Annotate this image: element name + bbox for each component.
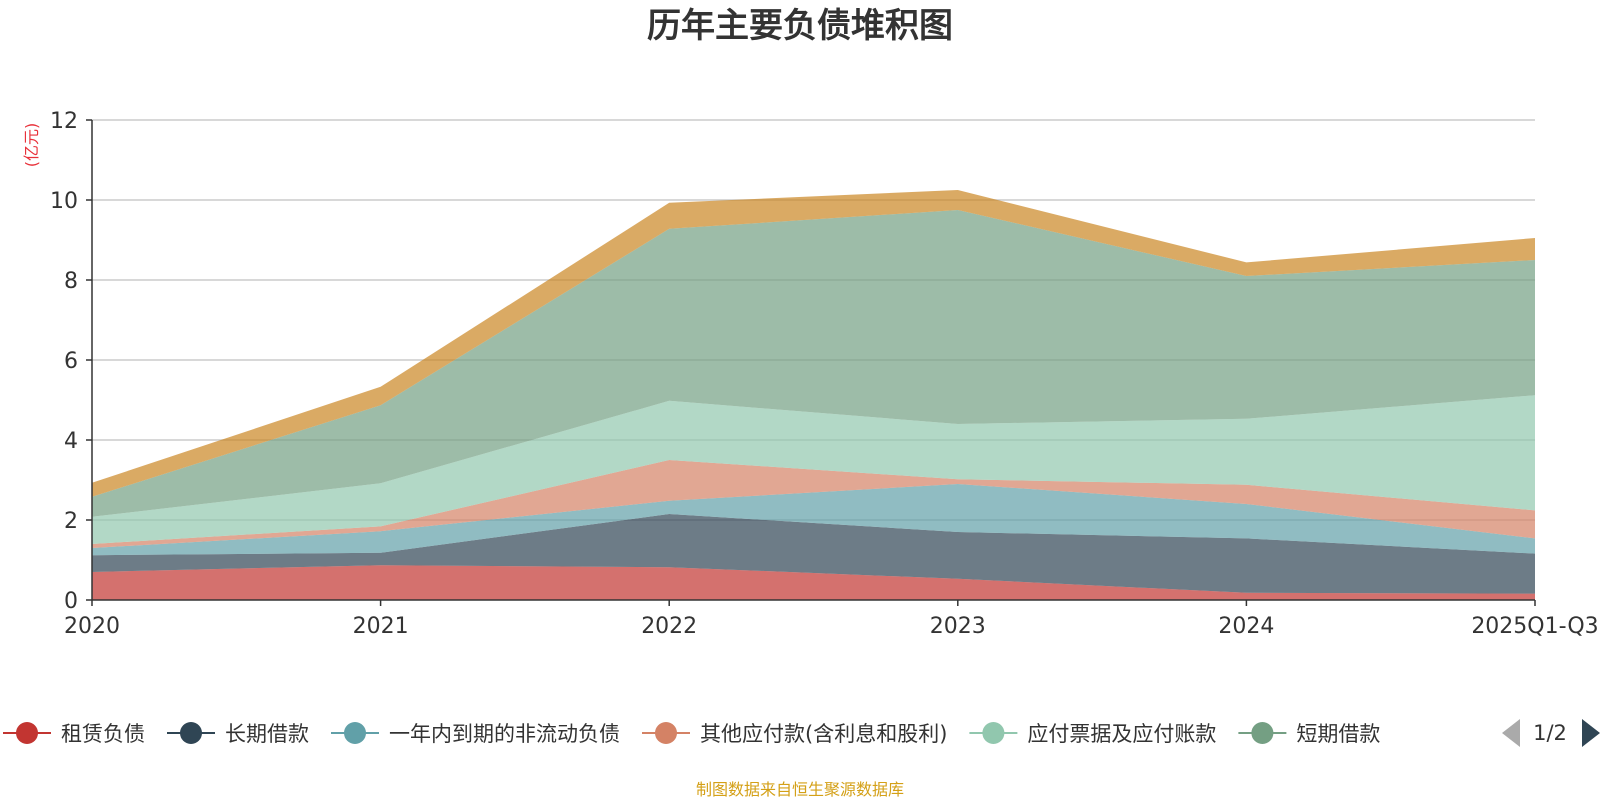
chart-title: 历年主要负债堆积图 — [647, 6, 953, 46]
x-tick-label: 2020 — [64, 614, 120, 639]
legend-item[interactable]: 一年内到期的非流动负债 — [331, 722, 620, 746]
legend-item[interactable]: 租赁负债 — [3, 722, 145, 746]
x-tick-label: 2023 — [930, 614, 986, 639]
legend-label: 短期借款 — [1296, 722, 1380, 746]
stacked-areas — [92, 190, 1535, 600]
x-tick-label: 2021 — [353, 614, 409, 639]
legend-marker-icon — [1251, 722, 1274, 744]
y-tick-label: 12 — [50, 109, 78, 134]
area-series — [92, 514, 1535, 594]
y-tick-label: 8 — [64, 269, 78, 294]
y-tick-label: 10 — [50, 189, 78, 214]
y-tick-label: 6 — [64, 349, 78, 374]
y-axis-unit: (亿元) — [22, 123, 41, 168]
legend-label: 应付票据及应付账款 — [1027, 722, 1216, 746]
legend-label: 租赁负债 — [61, 722, 145, 746]
area-series — [92, 460, 1535, 548]
legend-label: 其他应付款(含利息和股利) — [700, 722, 947, 746]
legend-page-indicator: 1/2 — [1533, 721, 1567, 745]
y-axis-ticks: 0 2 4 6 8 10 12 — [50, 109, 92, 614]
legend-item[interactable]: 长期借款 — [167, 722, 309, 746]
area-series — [92, 210, 1535, 517]
legend-next-icon[interactable] — [1582, 719, 1600, 747]
legend-pager[interactable]: 1/2 — [1502, 719, 1600, 747]
area-series — [92, 565, 1535, 600]
legend-item[interactable]: 其他应付款(含利息和股利) — [642, 722, 947, 746]
legend-marker-icon — [180, 722, 202, 744]
legend-marker-icon — [655, 722, 677, 744]
y-tick-label: 0 — [64, 589, 78, 614]
legend-marker-icon — [344, 722, 366, 744]
legend-label: 一年内到期的非流动负债 — [389, 722, 620, 746]
x-tick-label: 2022 — [641, 614, 697, 639]
data-source-note: 制图数据来自恒生聚源数据库 — [696, 780, 904, 799]
legend-item[interactable]: 短期借款 — [1238, 722, 1380, 746]
x-tick-label: 2025Q1-Q3 — [1471, 614, 1598, 639]
legend-marker-icon — [16, 722, 38, 744]
legend-label: 长期借款 — [225, 722, 309, 746]
x-tick-label: 2024 — [1218, 614, 1274, 639]
y-tick-label: 4 — [64, 429, 78, 454]
legend[interactable]: 租赁负债 长期借款 一年内到期的非流动负债 其他应付款(含利息和股利) 应付票据及应付账… — [3, 722, 1380, 746]
area-series — [92, 484, 1535, 556]
x-axis-ticks: 2020 2021 2022 2023 2024 2025Q1-Q3 — [64, 600, 1599, 639]
legend-marker-icon — [982, 722, 1005, 744]
area-series — [92, 395, 1535, 544]
legend-item[interactable]: 应付票据及应付账款 — [969, 722, 1216, 746]
legend-prev-icon[interactable] — [1502, 719, 1520, 747]
y-tick-label: 2 — [64, 509, 78, 534]
